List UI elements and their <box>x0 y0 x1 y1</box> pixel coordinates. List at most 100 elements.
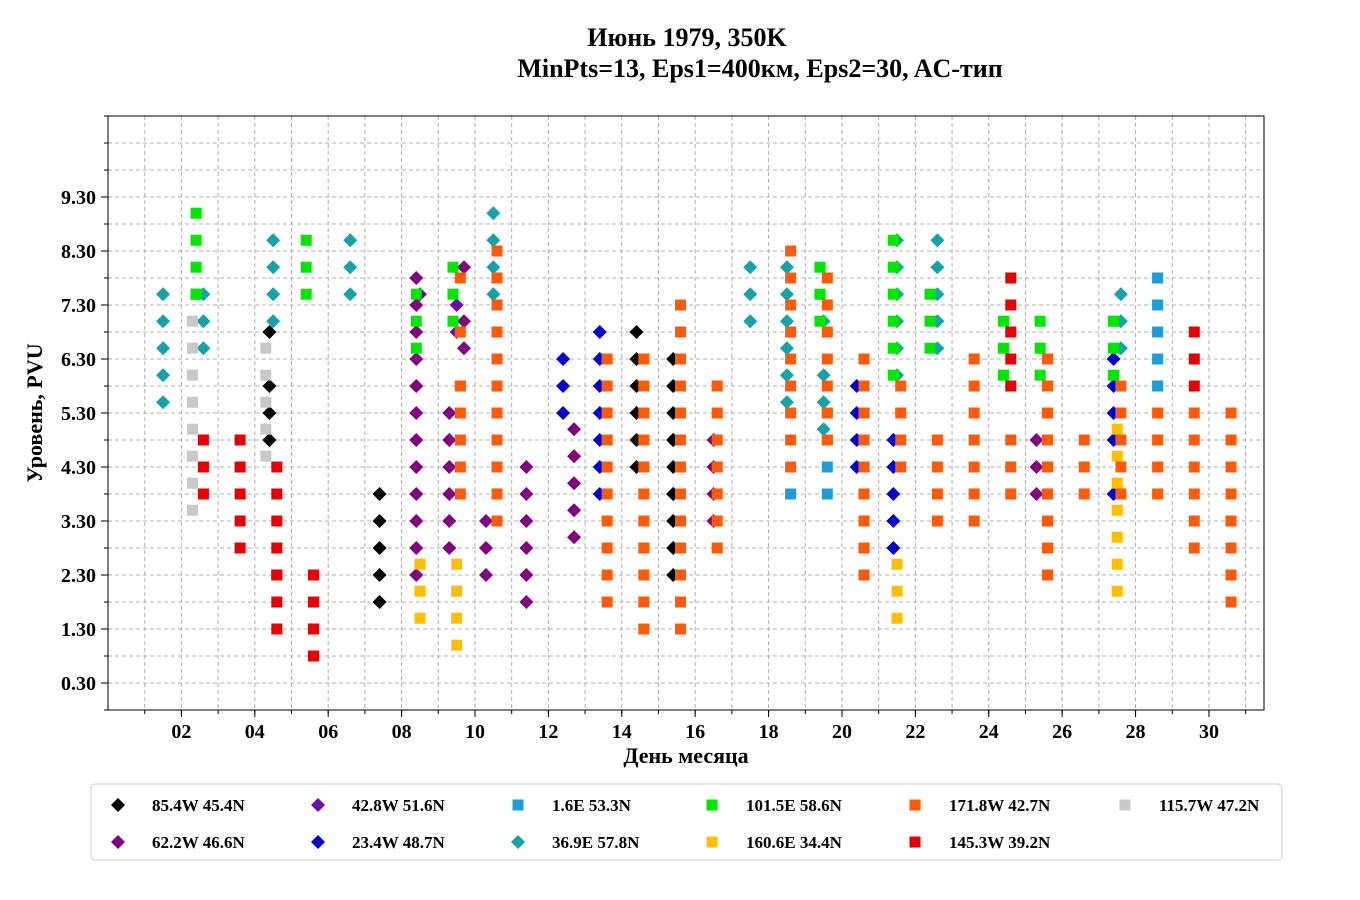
data-point <box>1005 299 1017 311</box>
data-point <box>814 315 826 327</box>
data-point <box>997 369 1009 381</box>
data-point <box>372 487 387 501</box>
data-point <box>592 325 607 339</box>
data-point <box>924 288 936 300</box>
data-point <box>821 353 833 365</box>
data-point <box>556 406 571 420</box>
data-point <box>930 233 945 248</box>
data-point <box>190 207 202 219</box>
data-point <box>785 245 797 257</box>
x-tick-label: 16 <box>685 721 705 743</box>
data-point <box>674 623 686 635</box>
data-point <box>638 461 650 473</box>
grid <box>107 115 1264 711</box>
series-8 <box>454 245 1237 635</box>
data-point <box>785 488 797 500</box>
data-point <box>491 245 503 257</box>
data-point <box>556 379 571 393</box>
data-point <box>601 353 613 365</box>
data-point <box>300 234 312 246</box>
data-point <box>821 380 833 392</box>
data-point <box>234 542 246 554</box>
chart-title-line1: Июнь 1979, 350K <box>587 23 787 52</box>
x-tick-label: 22 <box>905 721 925 743</box>
data-point <box>785 326 797 338</box>
data-point <box>891 612 903 624</box>
data-point <box>779 341 794 356</box>
data-point <box>454 407 466 419</box>
data-point <box>674 380 686 392</box>
legend-item: 23.4W 48.7N <box>311 833 445 852</box>
data-point <box>887 234 899 246</box>
data-point <box>567 422 582 437</box>
data-point <box>456 341 471 356</box>
data-point <box>372 514 387 528</box>
data-point <box>260 342 272 354</box>
series-7 <box>414 423 1123 651</box>
data-point <box>968 461 980 473</box>
data-point <box>197 461 209 473</box>
data-point <box>266 314 281 329</box>
legend-marker <box>512 799 524 811</box>
data-point <box>156 314 171 329</box>
data-point <box>1152 353 1164 365</box>
data-point <box>186 315 198 327</box>
data-point <box>779 368 794 383</box>
x-tick-label: 24 <box>979 721 999 743</box>
data-point <box>190 288 202 300</box>
legend-item: 115.7W 47.2N <box>1119 796 1260 815</box>
data-point <box>410 315 422 327</box>
data-point <box>821 461 833 473</box>
data-point <box>638 434 650 446</box>
data-point <box>567 530 582 545</box>
data-point <box>638 515 650 527</box>
legend-label: 36.9E 57.8N <box>552 833 640 852</box>
legend-label: 62.2W 46.6N <box>152 833 245 852</box>
data-point <box>260 450 272 462</box>
data-point <box>519 487 534 501</box>
data-point <box>454 380 466 392</box>
data-point <box>816 368 831 383</box>
data-point <box>567 449 582 464</box>
y-tick-label: 2.30 <box>61 565 96 587</box>
legend-marker <box>311 798 325 812</box>
data-point <box>234 488 246 500</box>
data-point <box>442 406 457 420</box>
data-point <box>271 569 283 581</box>
data-point <box>674 542 686 554</box>
y-tick-label: 6.30 <box>61 349 96 371</box>
data-point <box>997 315 1009 327</box>
legend-label: 23.4W 48.7N <box>352 833 445 852</box>
data-point <box>186 369 198 381</box>
data-point <box>271 461 283 473</box>
data-point <box>308 650 320 662</box>
data-point <box>895 380 907 392</box>
data-point <box>785 299 797 311</box>
data-point <box>638 596 650 608</box>
data-point <box>447 261 459 273</box>
data-point <box>601 434 613 446</box>
data-point <box>1005 353 1017 365</box>
x-axis-label: День месяца <box>623 743 748 768</box>
data-point <box>409 271 424 285</box>
legend-label: 115.7W 47.2N <box>1159 796 1260 815</box>
data-point <box>601 461 613 473</box>
data-point <box>1225 434 1237 446</box>
data-point <box>895 434 907 446</box>
data-point <box>491 353 503 365</box>
y-tick-label: 7.30 <box>61 295 96 317</box>
series-5 <box>156 206 1128 437</box>
data-point <box>454 434 466 446</box>
data-point <box>924 342 936 354</box>
data-point <box>454 461 466 473</box>
data-point <box>711 488 723 500</box>
legend-label: 145.3W 39.2N <box>949 833 1051 852</box>
data-point <box>1152 407 1164 419</box>
data-point <box>1152 380 1164 392</box>
data-point <box>779 314 794 329</box>
legend-label: 1.6E 53.3N <box>552 796 632 815</box>
data-point <box>1115 461 1127 473</box>
data-point <box>858 380 870 392</box>
data-point <box>300 261 312 273</box>
data-point <box>519 595 534 609</box>
